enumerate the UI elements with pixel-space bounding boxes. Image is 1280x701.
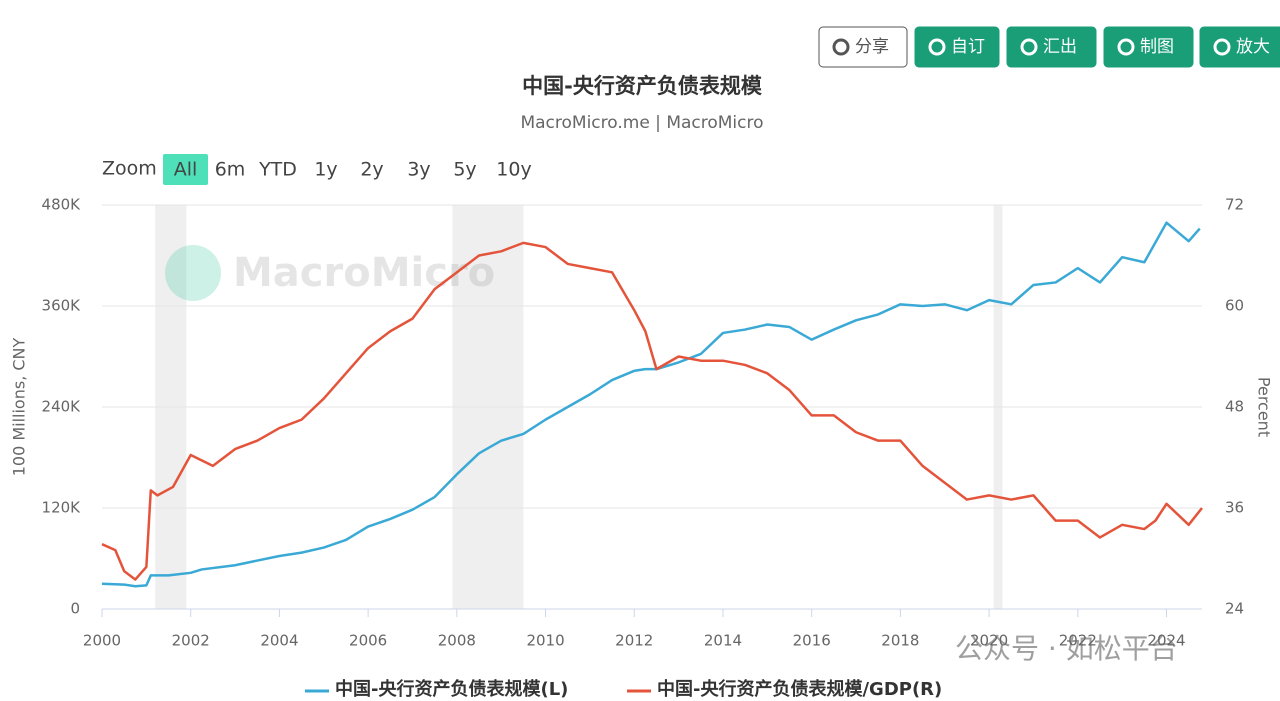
legend-label: 中国-央行资产负债表规模/GDP(R): [657, 678, 942, 700]
zoom-button[interactable]: YTD: [258, 159, 297, 181]
button-bg: [1006, 26, 1097, 68]
y2-tick-label: 60: [1225, 297, 1244, 315]
button-bg: [1199, 26, 1280, 68]
y2-tick-label: 72: [1225, 196, 1244, 214]
y2-tick-label: 24: [1225, 600, 1244, 618]
y-tick-label: 360K: [42, 297, 82, 315]
chart-title: 中国-央行资产负债表规模: [522, 74, 763, 98]
x-tick-label: 2020: [970, 632, 1008, 650]
toolbar-button[interactable]: 汇出: [1006, 26, 1097, 68]
legend-label: 中国-央行资产负债表规模(L): [335, 678, 568, 700]
zoom-button[interactable]: 6m: [215, 159, 246, 181]
series-line: [101, 221, 1201, 588]
zoom-button[interactable]: All: [163, 154, 208, 185]
watermark: 公众号 · 如松平台: [955, 632, 1178, 665]
zoom-button-label: 6m: [215, 159, 246, 181]
y-tick-label: 240K: [42, 398, 82, 416]
x-tick-label: 2008: [438, 632, 476, 650]
x-tick-label: 2004: [260, 632, 298, 650]
toolbar-button[interactable]: 自订: [914, 26, 1000, 68]
watermark: MacroMicro: [233, 250, 495, 296]
button-bg: [818, 26, 908, 68]
zoom-button-label: YTD: [258, 159, 297, 181]
y-axis-title: 100 Millions, CNY: [10, 337, 29, 476]
y-tick-label: 480K: [42, 196, 82, 214]
chart-subtitle: MacroMicro.me | MacroMicro: [520, 113, 763, 133]
zoom-button-label: All: [174, 159, 198, 181]
zoom-button[interactable]: 2y: [360, 159, 383, 181]
y2-tick-label: 36: [1225, 499, 1244, 517]
x-tick-label: 2022: [1059, 632, 1097, 650]
zoom-button-label: 10y: [496, 159, 531, 181]
zoom-button-label: 5y: [453, 159, 476, 181]
y-tick-label: 0: [70, 600, 80, 618]
series-line: [101, 241, 1203, 581]
legend-item[interactable]: 中国-央行资产负债表规模(L): [305, 678, 568, 700]
y-tick-label: 120K: [42, 499, 82, 517]
button-label: 制图: [1140, 37, 1174, 57]
button-label: 自订: [951, 37, 985, 57]
zoom-label: Zoom: [102, 158, 157, 180]
zoom-button[interactable]: 3y: [407, 159, 430, 181]
zoom-button[interactable]: 1y: [314, 159, 337, 181]
x-tick-label: 2024: [1147, 632, 1185, 650]
watermark-logo: MacroMicro: [165, 245, 495, 301]
button-label: 分享: [855, 37, 889, 57]
y2-axis-title: Percent: [1255, 377, 1274, 437]
button-icon: [1117, 38, 1135, 56]
x-tick-label: 2010: [526, 632, 564, 650]
button-icon: [1213, 38, 1231, 56]
button-bg: [914, 26, 1000, 68]
button-icon: [832, 38, 850, 56]
button-bg: [1103, 26, 1194, 68]
button-icon: [1020, 38, 1038, 56]
x-tick-label: 2014: [704, 632, 742, 650]
x-tick-label: 2012: [615, 632, 653, 650]
x-tick-label: 2016: [793, 632, 831, 650]
x-tick-label: 2002: [172, 632, 210, 650]
zoom-button-label: 1y: [314, 159, 337, 181]
button-label: 汇出: [1043, 37, 1077, 57]
zoom-button-label: 3y: [407, 159, 430, 181]
toolbar-button[interactable]: 分享: [818, 26, 908, 68]
toolbar-button[interactable]: 制图: [1103, 26, 1194, 68]
legend-item[interactable]: 中国-央行资产负债表规模/GDP(R): [627, 678, 942, 700]
toolbar-button[interactable]: 放大: [1199, 26, 1280, 68]
zoom-button[interactable]: 5y: [453, 159, 476, 181]
x-tick-label: 2000: [83, 632, 121, 650]
zoom-button[interactable]: 10y: [496, 159, 531, 181]
button-icon: [928, 38, 946, 56]
x-tick-label: 2006: [349, 632, 387, 650]
button-label: 放大: [1236, 37, 1270, 57]
zoom-active-bg: [163, 154, 208, 185]
y2-tick-label: 48: [1225, 398, 1244, 416]
zoom-button-label: 2y: [360, 159, 383, 181]
x-tick-label: 2018: [881, 632, 919, 650]
